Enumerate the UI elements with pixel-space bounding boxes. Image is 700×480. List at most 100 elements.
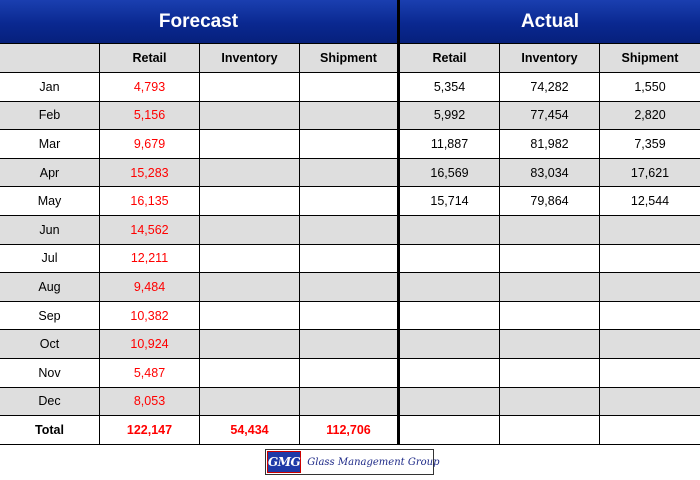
gmg-logo-text: Glass Management Group [307,456,440,468]
cell-forecast-retail: 12,211 [100,244,200,274]
cell-forecast-inventory [200,244,300,274]
cell-actual-inventory: 81,982 [500,130,600,159]
cell-actual-shipment [600,245,700,274]
cell-actual-shipment [600,273,700,302]
cell-forecast-inventory [200,130,300,159]
cell-forecast-shipment [300,244,400,274]
cell-forecast-shipment [300,387,400,417]
total-forecast-shipment: 112,706 [300,416,400,445]
cell-actual-shipment [600,330,700,359]
cell-actual-inventory [500,301,600,331]
cell-forecast-inventory [200,215,300,245]
cell-actual-inventory [500,330,600,359]
gmg-logo-mark: GMG [267,451,302,473]
total-actual-retail [400,416,500,445]
cell-month: Feb [0,101,100,131]
cell-forecast-retail: 14,562 [100,215,200,245]
cell-forecast-inventory [200,273,300,302]
cell-actual-retail: 16,569 [400,158,500,188]
cell-forecast-shipment [300,101,400,131]
cell-actual-retail: 11,887 [400,130,500,159]
column-header-month [0,44,100,73]
cell-forecast-shipment [300,330,400,359]
cell-actual-retail: 5,354 [400,73,500,102]
cell-forecast-shipment [300,215,400,245]
cell-month: Jun [0,215,100,245]
cell-actual-inventory [500,273,600,302]
cell-actual-inventory [500,387,600,417]
cell-actual-shipment [600,302,700,331]
cell-actual-shipment: 7,359 [600,130,700,159]
cell-forecast-inventory [200,358,300,388]
column-header-actual-inventory: Inventory [500,44,600,73]
column-header-actual-retail: Retail [400,44,500,73]
cell-forecast-inventory [200,387,300,417]
column-header-forecast-inventory: Inventory [200,44,300,73]
cell-forecast-retail: 9,679 [100,130,200,159]
cell-forecast-retail: 10,382 [100,301,200,331]
cell-forecast-retail: 4,793 [100,73,200,102]
total-label: Total [0,416,100,445]
cell-month: Nov [0,358,100,388]
cell-actual-shipment: 2,820 [600,101,700,131]
cell-actual-inventory [500,358,600,388]
cell-month: Mar [0,130,100,159]
cell-actual-shipment: 12,544 [600,187,700,216]
cell-forecast-inventory [200,158,300,188]
total-forecast-retail: 122,147 [100,416,200,445]
actual-header: Actual [400,0,700,44]
cell-actual-retail [400,301,500,331]
cell-forecast-retail: 16,135 [100,187,200,216]
cell-forecast-shipment [300,130,400,159]
cell-forecast-retail: 5,487 [100,358,200,388]
gmg-logo: GMG Glass Management Group [265,449,439,475]
cell-month: Apr [0,158,100,188]
cell-forecast-shipment [300,158,400,188]
cell-actual-shipment [600,215,700,245]
cell-actual-retail [400,330,500,359]
cell-forecast-inventory [200,301,300,331]
cell-forecast-shipment [300,187,400,216]
cell-actual-retail [400,273,500,302]
cell-month: Jan [0,73,100,102]
cell-month: Sep [0,301,100,331]
cell-forecast-retail: 5,156 [100,101,200,131]
cell-forecast-shipment [300,301,400,331]
cell-month: Dec [0,387,100,417]
cell-actual-retail [400,215,500,245]
column-header-actual-shipment: Shipment [600,44,700,73]
cell-actual-retail: 5,992 [400,101,500,131]
cell-actual-shipment: 1,550 [600,73,700,102]
total-actual-shipment [600,416,700,445]
cell-forecast-shipment [300,73,400,102]
cell-actual-inventory: 79,864 [500,187,600,216]
total-forecast-inventory: 54,434 [200,416,300,445]
cell-actual-shipment [600,387,700,417]
cell-forecast-inventory [200,330,300,359]
cell-forecast-inventory [200,101,300,131]
cell-actual-retail [400,358,500,388]
cell-month: Jul [0,244,100,274]
cell-actual-shipment [600,359,700,388]
column-header-forecast-retail: Retail [100,44,200,73]
cell-actual-inventory [500,244,600,274]
cell-actual-retail: 15,714 [400,187,500,216]
cell-forecast-retail: 10,924 [100,330,200,359]
forecast-header: Forecast [0,0,400,44]
cell-actual-inventory [500,215,600,245]
cell-actual-inventory: 77,454 [500,101,600,131]
cell-month: Aug [0,273,100,302]
cell-actual-retail [400,387,500,417]
cell-forecast-inventory [200,73,300,102]
cell-forecast-shipment [300,273,400,302]
cell-forecast-retail: 8,053 [100,387,200,417]
cell-actual-retail [400,244,500,274]
column-header-forecast-shipment: Shipment [300,44,400,73]
cell-month: Oct [0,330,100,359]
cell-month: May [0,187,100,216]
total-actual-inventory [500,416,600,445]
cell-actual-inventory: 83,034 [500,158,600,188]
cell-forecast-retail: 15,283 [100,158,200,188]
cell-forecast-inventory [200,187,300,216]
cell-forecast-shipment [300,358,400,388]
